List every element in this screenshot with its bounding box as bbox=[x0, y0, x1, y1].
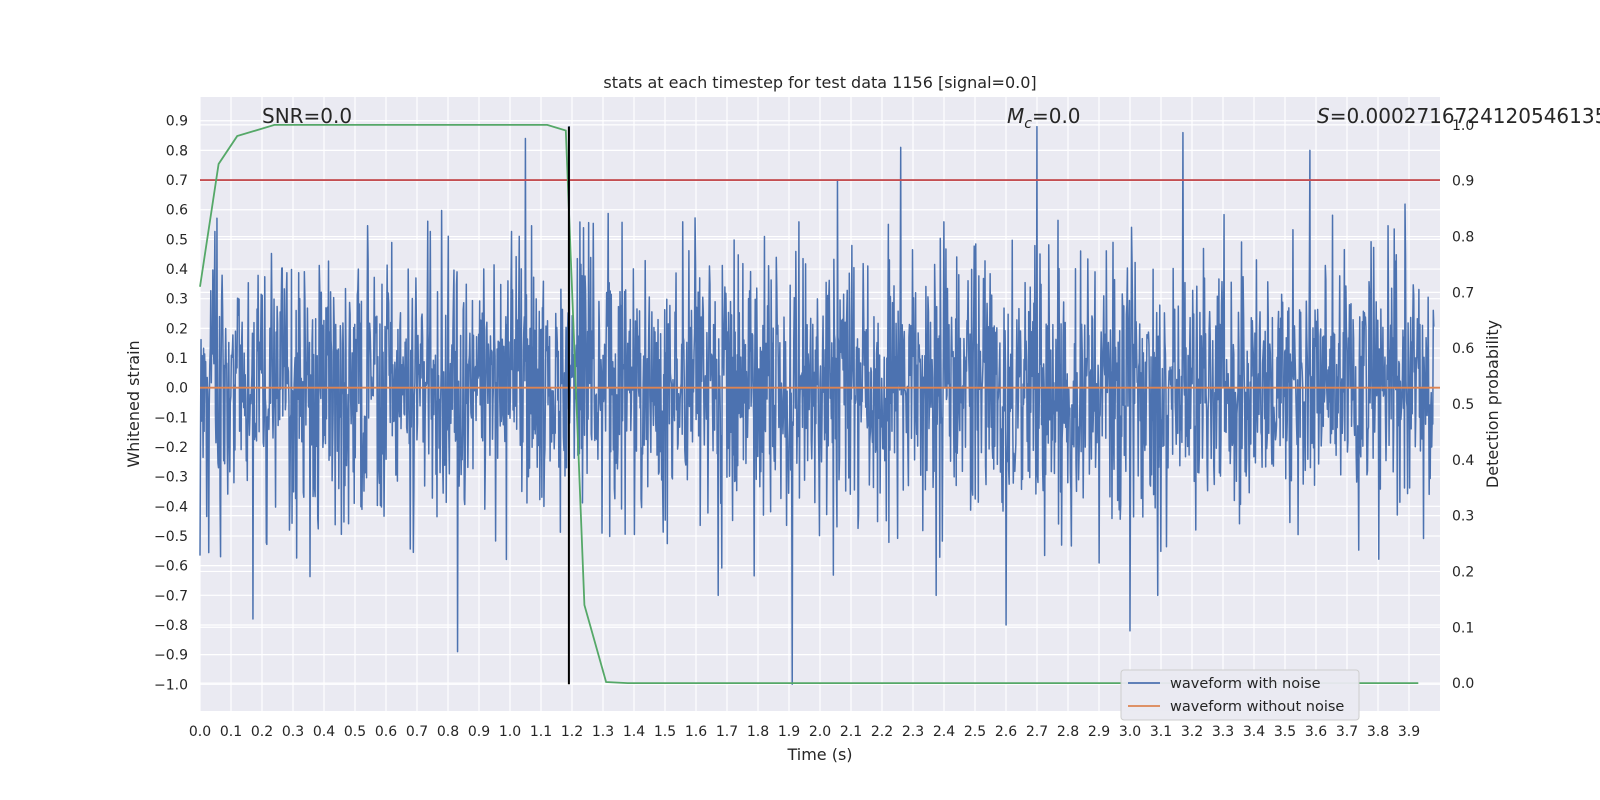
x-tick-label: 1.5 bbox=[654, 724, 676, 740]
y2-tick-label: 0.7 bbox=[1452, 285, 1474, 301]
x-tick-label: 3.8 bbox=[1367, 724, 1389, 740]
waveform-with-noise-line bbox=[199, 125, 1435, 686]
x-tick-label: 2.9 bbox=[1088, 724, 1110, 740]
y-tick-label: 0.1 bbox=[166, 351, 188, 367]
y-tick-labels: 0.9 0.8 0.7 0.6 0.5 0.4 0.3 0.2 0.1 0.0 −0.1 −0.2 −0… bbox=[154, 114, 188, 694]
y-tick-label: −0.8 bbox=[154, 618, 188, 634]
x-tick-label: 1.2 bbox=[561, 724, 583, 740]
x-tick-label: 0.1 bbox=[220, 724, 242, 740]
x-tick-label: 2.7 bbox=[1026, 724, 1048, 740]
x-tick-label: 1.9 bbox=[778, 724, 800, 740]
y2-tick-label: 0.2 bbox=[1452, 564, 1474, 580]
series-layer bbox=[199, 124, 1440, 685]
grid-lines bbox=[199, 97, 1440, 711]
y-tick-label: −0.9 bbox=[154, 648, 188, 664]
x-tick-label: 1.3 bbox=[592, 724, 614, 740]
series-waveform-with-noise bbox=[199, 125, 1435, 686]
x-tick-label: 1.8 bbox=[747, 724, 769, 740]
chart-title: stats at each timestep for test data 115… bbox=[603, 73, 1036, 92]
x-tick-label: 1.0 bbox=[499, 724, 521, 740]
x-tick-label: 3.6 bbox=[1305, 724, 1327, 740]
x-tick-label: 1.1 bbox=[530, 724, 552, 740]
y2-tick-label: 0.1 bbox=[1452, 620, 1474, 636]
x-tick-label: 3.9 bbox=[1398, 724, 1420, 740]
y-tick-label: 0.5 bbox=[166, 232, 188, 248]
y2-tick-label: 0.8 bbox=[1452, 230, 1474, 246]
x-tick-labels: 0.0 0.1 0.2 0.3 0.4 0.5 0.6 0.7 0.8 0.9 1.0 1.1 1.2 1… bbox=[189, 724, 1420, 740]
x-tick-label: 2.3 bbox=[902, 724, 924, 740]
y2-tick-label: 0.0 bbox=[1452, 676, 1474, 692]
y-tick-label: −1.0 bbox=[154, 677, 188, 693]
x-tick-label: 2.0 bbox=[809, 724, 831, 740]
y-tick-label: −0.4 bbox=[154, 499, 188, 515]
y-tick-label: −0.3 bbox=[154, 470, 188, 486]
mc-subscript: c bbox=[1024, 116, 1032, 132]
x-tick-label: 2.4 bbox=[933, 724, 955, 740]
y2-tick-label: 0.3 bbox=[1452, 509, 1474, 525]
y-tick-label: 0.9 bbox=[166, 114, 188, 130]
y2-tick-labels: 0.0 0.1 0.2 0.3 0.4 0.5 0.6 0.7 0.8 0.9 1.0 bbox=[1452, 118, 1474, 692]
mc-annotation: Mc=0.0 bbox=[1007, 104, 1081, 132]
y-tick-label: −0.1 bbox=[154, 410, 188, 426]
y-tick-label: 0.7 bbox=[166, 173, 188, 189]
legend: waveform with noise waveform without noi… bbox=[1120, 669, 1360, 721]
x-tick-label: 3.4 bbox=[1243, 724, 1265, 740]
legend-label-clean: waveform without noise bbox=[1170, 699, 1344, 715]
x-tick-label: 1.7 bbox=[716, 724, 738, 740]
x-tick-label: 3.7 bbox=[1336, 724, 1358, 740]
y-tick-label: −0.6 bbox=[154, 559, 188, 575]
y2-tick-label: 0.9 bbox=[1452, 174, 1474, 190]
y2-tick-label: 0.5 bbox=[1452, 397, 1474, 413]
y-tick-label: 0.4 bbox=[166, 262, 188, 278]
x-tick-label: 2.1 bbox=[840, 724, 862, 740]
y2-tick-label: 0.4 bbox=[1452, 453, 1474, 469]
y-tick-label: −0.7 bbox=[154, 588, 188, 604]
x-tick-label: 3.0 bbox=[1119, 724, 1141, 740]
x-tick-label: 0.9 bbox=[468, 724, 490, 740]
x-tick-label: 0.3 bbox=[282, 724, 304, 740]
mc-symbol: M bbox=[1007, 104, 1024, 128]
x-tick-label: 1.4 bbox=[623, 724, 645, 740]
y-tick-label: 0.0 bbox=[166, 381, 188, 397]
y-tick-label: 0.2 bbox=[166, 321, 188, 337]
x-tick-label: 2.2 bbox=[871, 724, 893, 740]
x-tick-label: 0.6 bbox=[375, 724, 397, 740]
x-tick-label: 1.6 bbox=[685, 724, 707, 740]
x-tick-label: 3.5 bbox=[1274, 724, 1296, 740]
snr-annotation: SNR=0.0 bbox=[262, 104, 352, 128]
x-tick-label: 0.2 bbox=[251, 724, 273, 740]
x-axis-label: Time (s) bbox=[786, 745, 852, 764]
y2-tick-label: 0.6 bbox=[1452, 341, 1474, 357]
s-symbol: S bbox=[1317, 104, 1330, 128]
x-tick-label: 0.7 bbox=[406, 724, 428, 740]
y-tick-label: 0.6 bbox=[166, 203, 188, 219]
s-annotation: S=0.0002716724120546135 bbox=[1317, 104, 1600, 128]
x-tick-label: 2.6 bbox=[995, 724, 1017, 740]
legend-label-noise: waveform with noise bbox=[1170, 676, 1321, 692]
x-tick-label: 3.3 bbox=[1212, 724, 1234, 740]
y-axis-label: Whitened strain bbox=[124, 340, 143, 467]
y-tick-label: 0.8 bbox=[166, 143, 188, 159]
x-tick-label: 2.5 bbox=[964, 724, 986, 740]
x-tick-label: 3.1 bbox=[1150, 724, 1172, 740]
x-tick-label: 0.8 bbox=[437, 724, 459, 740]
x-tick-label: 0.5 bbox=[344, 724, 366, 740]
x-tick-label: 2.8 bbox=[1057, 724, 1079, 740]
y2-axis-label: Detection probability bbox=[1483, 320, 1502, 488]
mc-value: =0.0 bbox=[1032, 104, 1081, 128]
x-tick-label: 3.2 bbox=[1181, 724, 1203, 740]
legend-box bbox=[1120, 669, 1360, 721]
y-tick-label: 0.3 bbox=[166, 292, 188, 308]
y2-tick-label: 1.0 bbox=[1452, 118, 1474, 134]
x-tick-label: 0.0 bbox=[189, 724, 211, 740]
s-value: =0.0002716724120546135 bbox=[1330, 104, 1600, 128]
x-tick-label: 0.4 bbox=[313, 724, 335, 740]
y-tick-label: −0.5 bbox=[154, 529, 188, 545]
y-tick-label: −0.2 bbox=[154, 440, 188, 456]
detection-probability-line bbox=[199, 124, 1419, 684]
